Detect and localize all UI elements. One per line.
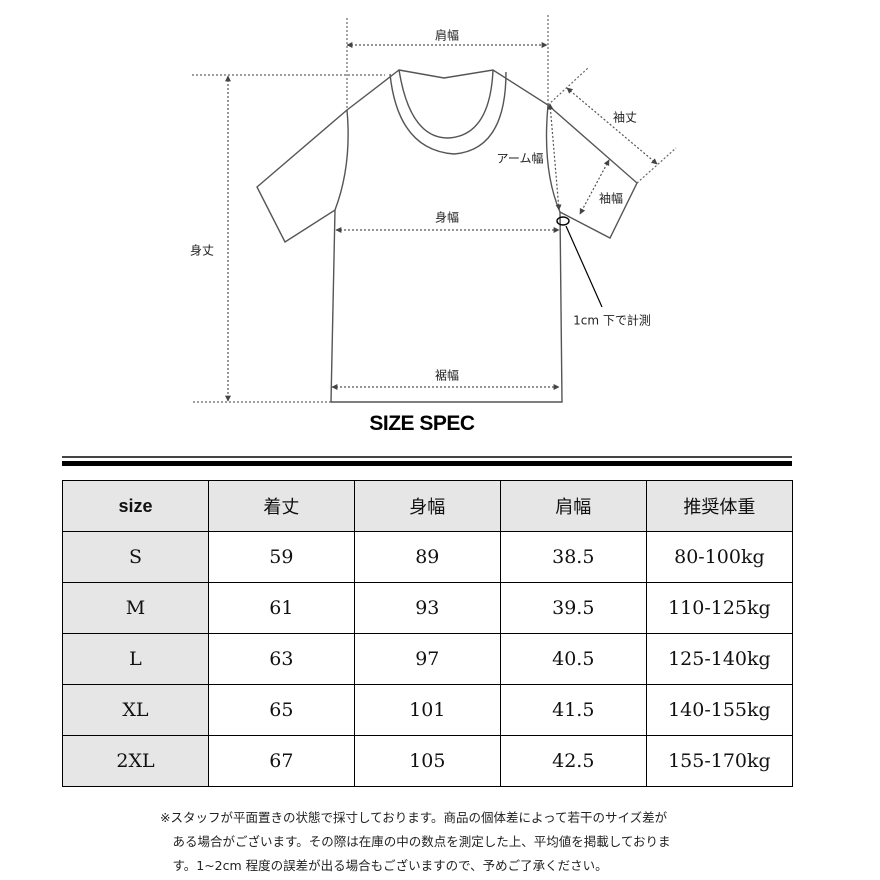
table-cell: 41.5 [499, 684, 647, 736]
dimension-arrows [225, 42, 658, 402]
label-shoulder: 肩幅 [434, 28, 460, 43]
table-cell: 140-155kg [645, 684, 794, 736]
size-cell: L [62, 633, 209, 685]
header-cell: 推奨体重 [645, 480, 794, 532]
header-cell: 着丈 [207, 480, 355, 532]
divider [62, 461, 792, 466]
table-cell: 61 [207, 582, 355, 634]
table-row: 2XL 67 105 42.5 155-170kg [62, 735, 794, 787]
table-cell: 63 [207, 633, 355, 685]
table-row: XL 65 101 41.5 140-155kg [62, 684, 794, 736]
table-cell: 101 [353, 684, 501, 736]
header-cell: 身幅 [353, 480, 501, 532]
divider [62, 456, 792, 458]
table-row: S 59 89 38.5 80-100kg [62, 531, 794, 583]
size-cell: M [62, 582, 209, 634]
label-length: 身丈 [189, 243, 215, 258]
page-title: SIZE SPEC [369, 412, 475, 435]
tshirt-outline [256, 69, 638, 403]
label-sleeve-width: 袖幅 [598, 191, 624, 206]
note-line: す。1~2cm 程度の誤差が出る場合もございますので、予めご了承ください。 [160, 858, 608, 873]
table-cell: 105 [353, 735, 501, 787]
table-cell: 125-140kg [645, 633, 794, 685]
table-cell: 65 [207, 684, 355, 736]
note-line: ※スタッフが平面置きの状態で採寸しております。商品の個体差によって若干のサイズ差… [160, 810, 668, 825]
table-cell: 67 [207, 735, 355, 787]
label-hem: 裾幅 [434, 368, 460, 383]
dimension-lines [192, 15, 677, 403]
size-cell: 2XL [62, 735, 209, 787]
table-cell: 93 [353, 582, 501, 634]
table-row: L 63 97 40.5 125-140kg [62, 633, 794, 685]
leader-line [565, 225, 603, 308]
table-row: M 61 93 39.5 110-125kg [62, 582, 794, 634]
table-cell: 59 [207, 531, 355, 583]
header-cell: size [62, 480, 209, 532]
label-measure-note: 1cm 下で計測 [573, 313, 651, 328]
table-cell: 38.5 [499, 531, 647, 583]
size-table: size 着丈 身幅 肩幅 推奨体重 S 59 89 38.5 80-100kg… [62, 480, 794, 787]
table-cell: 39.5 [499, 582, 647, 634]
table-cell: 110-125kg [645, 582, 794, 634]
table-cell: 155-170kg [645, 735, 794, 787]
size-cell: S [62, 531, 209, 583]
table-cell: 89 [353, 531, 501, 583]
header-cell: 肩幅 [499, 480, 647, 532]
label-chest: 身幅 [434, 210, 460, 225]
table-cell: 80-100kg [645, 531, 794, 583]
table-cell: 42.5 [499, 735, 647, 787]
table-cell: 97 [353, 633, 501, 685]
tshirt-diagram [192, 15, 677, 403]
label-sleeve-length: 袖丈 [612, 110, 638, 125]
note-line: ある場合がございます。その際は在庫の中の数点を測定した上、平均値を掲載しておりま [160, 834, 671, 849]
arm-arrow [547, 103, 562, 211]
table-header-row: size 着丈 身幅 肩幅 推奨体重 [62, 480, 794, 532]
measurement-note: ※スタッフが平面置きの状態で採寸しております。商品の個体差によって若干のサイズ差… [160, 806, 740, 878]
table-cell: 40.5 [499, 633, 647, 685]
label-arm: アーム幅 [496, 151, 544, 166]
size-cell: XL [62, 684, 209, 736]
measure-point [556, 216, 570, 226]
